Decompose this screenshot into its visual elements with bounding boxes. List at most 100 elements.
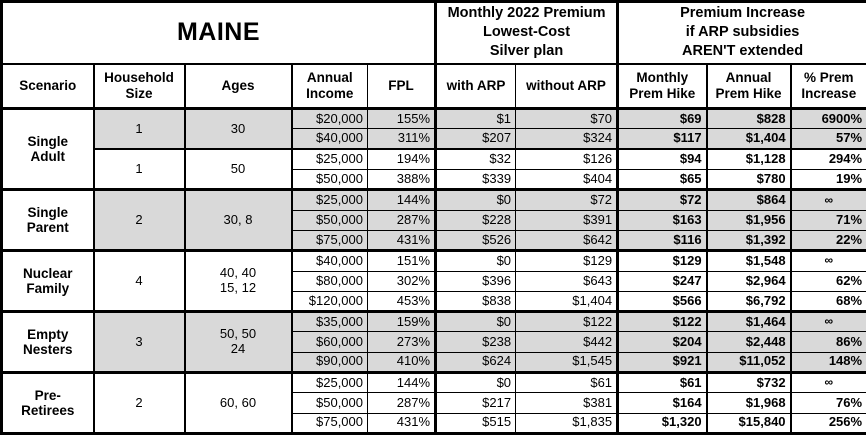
- annual-prem-hike-cell: $2,964: [705, 270, 792, 292]
- annual-income-cell: $40,000: [290, 128, 368, 150]
- pct-prem-increase-cell: 71%: [789, 209, 866, 231]
- fpl-cell: 144%: [366, 188, 437, 211]
- fpl-cell: 311%: [366, 128, 437, 150]
- with-arp-cell: $228: [434, 209, 517, 231]
- col-header-annual-income: Annual Income: [290, 62, 368, 110]
- household-size-cell: 3: [92, 310, 185, 374]
- without-arp-cell: $1,835: [515, 412, 619, 435]
- fpl-cell: 302%: [366, 270, 437, 292]
- monthly-prem-hike-cell: $164: [616, 392, 708, 414]
- annual-income-cell: $20,000: [290, 106, 368, 130]
- table-row: $50,000 388% $339 $404 $65 $780 19%: [2, 168, 866, 191]
- fpl-cell: 151%: [366, 249, 437, 272]
- annual-income-cell: $75,000: [290, 412, 368, 435]
- monthly-prem-hike-cell: $129: [616, 249, 708, 272]
- household-size-cell: 1: [92, 107, 185, 150]
- annual-income-cell: $25,000: [290, 371, 368, 394]
- col-header-ages: Ages: [183, 62, 292, 110]
- without-arp-cell: $442: [515, 331, 619, 353]
- annual-income-cell: $35,000: [290, 310, 368, 333]
- annual-prem-hike-cell: $864: [705, 188, 792, 211]
- pct-prem-increase-cell: 19%: [789, 168, 866, 191]
- without-arp-cell: $129: [515, 249, 619, 272]
- monthly-prem-hike-cell: $566: [616, 290, 708, 313]
- table-body: Single Adult 1 30 $20,000 155% $1 $70 $69 $828 69…: [1, 106, 866, 435]
- ages-cell: 50: [183, 148, 292, 191]
- table-row: $75,000 431% $526 $642 $116 $1,392 22%: [2, 229, 866, 252]
- premium-increase-band-header: Premium Increase if ARP subsidies AREN'T…: [616, 1, 866, 64]
- household-size-cell: 4: [92, 249, 185, 313]
- monthly-prem-hike-cell: $65: [616, 168, 708, 191]
- pct-prem-increase-cell: ∞: [789, 310, 866, 333]
- pct-prem-increase-cell: ∞: [789, 371, 866, 394]
- annual-prem-hike-cell: $1,392: [705, 229, 792, 252]
- fpl-cell: 431%: [366, 412, 437, 435]
- ages-cell: 30, 8: [183, 188, 292, 252]
- fpl-cell: 453%: [366, 290, 437, 313]
- annual-prem-hike-cell: $2,448: [705, 331, 792, 353]
- with-arp-cell: $339: [434, 168, 517, 191]
- without-arp-cell: $1,404: [515, 290, 619, 313]
- without-arp-cell: $324: [515, 128, 619, 150]
- fpl-cell: 194%: [366, 148, 437, 170]
- without-arp-cell: $643: [515, 270, 619, 292]
- scenario-cell: Pre- Retirees: [1, 371, 94, 434]
- fpl-cell: 287%: [366, 209, 437, 231]
- fpl-cell: 388%: [366, 168, 437, 191]
- with-arp-cell: $0: [434, 310, 517, 333]
- pct-prem-increase-cell: ∞: [789, 249, 866, 272]
- table-row: $60,000 273% $238 $442 $204 $2,448 86%: [2, 331, 866, 353]
- pct-prem-increase-cell: 22%: [789, 229, 866, 252]
- annual-prem-hike-cell: $11,052: [705, 351, 792, 374]
- table-row: $90,000 410% $624 $1,545 $921 $11,052 148%: [2, 351, 866, 374]
- table-row: $50,000 287% $228 $391 $163 $1,956 71%: [2, 209, 866, 231]
- table-row: $80,000 302% $396 $643 $247 $2,964 62%: [2, 270, 866, 292]
- household-size-cell: 1: [92, 148, 185, 191]
- with-arp-cell: $838: [434, 290, 517, 313]
- monthly-prem-hike-cell: $61: [616, 371, 708, 394]
- monthly-prem-hike-cell: $163: [616, 209, 708, 231]
- table-row: Single Adult 1 30 $20,000 155% $1 $70 $69 $828 69…: [1, 106, 866, 191]
- annual-income-cell: $60,000: [290, 331, 368, 353]
- monthly-prem-hike-cell: $1,320: [616, 412, 708, 435]
- without-arp-cell: $72: [515, 188, 619, 211]
- pct-prem-increase-cell: 294%: [789, 148, 866, 170]
- annual-income-cell: $80,000: [290, 270, 368, 292]
- pct-prem-increase-cell: 57%: [789, 128, 866, 150]
- monthly-prem-hike-cell: $69: [616, 106, 708, 130]
- with-arp-cell: $396: [434, 270, 517, 292]
- annual-income-cell: $50,000: [290, 168, 368, 191]
- annual-income-cell: $50,000: [290, 209, 368, 231]
- fpl-cell: 159%: [366, 310, 437, 333]
- table-row: Nuclear Family 4 40, 40 15, 12 $40,000 151% $…: [1, 249, 866, 313]
- pct-prem-increase-cell: 62%: [789, 270, 866, 292]
- monthly-prem-hike-cell: $247: [616, 270, 708, 292]
- annual-income-cell: $25,000: [290, 148, 368, 170]
- monthly-prem-hike-cell: $116: [616, 229, 708, 252]
- with-arp-cell: $207: [434, 128, 517, 150]
- scenario-cell: Nuclear Family: [1, 249, 94, 313]
- pct-prem-increase-cell: 148%: [789, 351, 866, 374]
- without-arp-cell: $70: [515, 106, 619, 130]
- table-row: Single Parent 2 30, 8 $25,000 144% $0 $72 $72 $8…: [1, 188, 866, 252]
- with-arp-cell: $32: [434, 148, 517, 170]
- monthly-prem-hike-cell: $204: [616, 331, 708, 353]
- annual-prem-hike-cell: $732: [705, 371, 792, 394]
- col-header-fpl: FPL: [366, 62, 437, 110]
- monthly-premium-band-header: Monthly 2022 Premium Lowest-Cost Silver …: [434, 1, 619, 64]
- with-arp-cell: $624: [434, 351, 517, 374]
- pct-prem-increase-cell: 86%: [789, 331, 866, 353]
- annual-prem-hike-cell: $1,128: [705, 148, 792, 170]
- col-header-with-arp: with ARP: [434, 62, 517, 110]
- household-size-cell: 2: [92, 371, 185, 434]
- annual-income-cell: $75,000: [290, 229, 368, 252]
- ages-cell: 30: [183, 107, 292, 150]
- scenario-cell: Single Parent: [1, 188, 94, 252]
- col-header-annual-prem-hike: Annual Prem Hike: [705, 62, 792, 110]
- annual-prem-hike-cell: $1,548: [705, 249, 792, 272]
- household-size-cell: 2: [92, 188, 185, 252]
- without-arp-cell: $126: [515, 148, 619, 170]
- col-header-scenario: Scenario: [1, 62, 94, 110]
- with-arp-cell: $238: [434, 331, 517, 353]
- without-arp-cell: $642: [515, 229, 619, 252]
